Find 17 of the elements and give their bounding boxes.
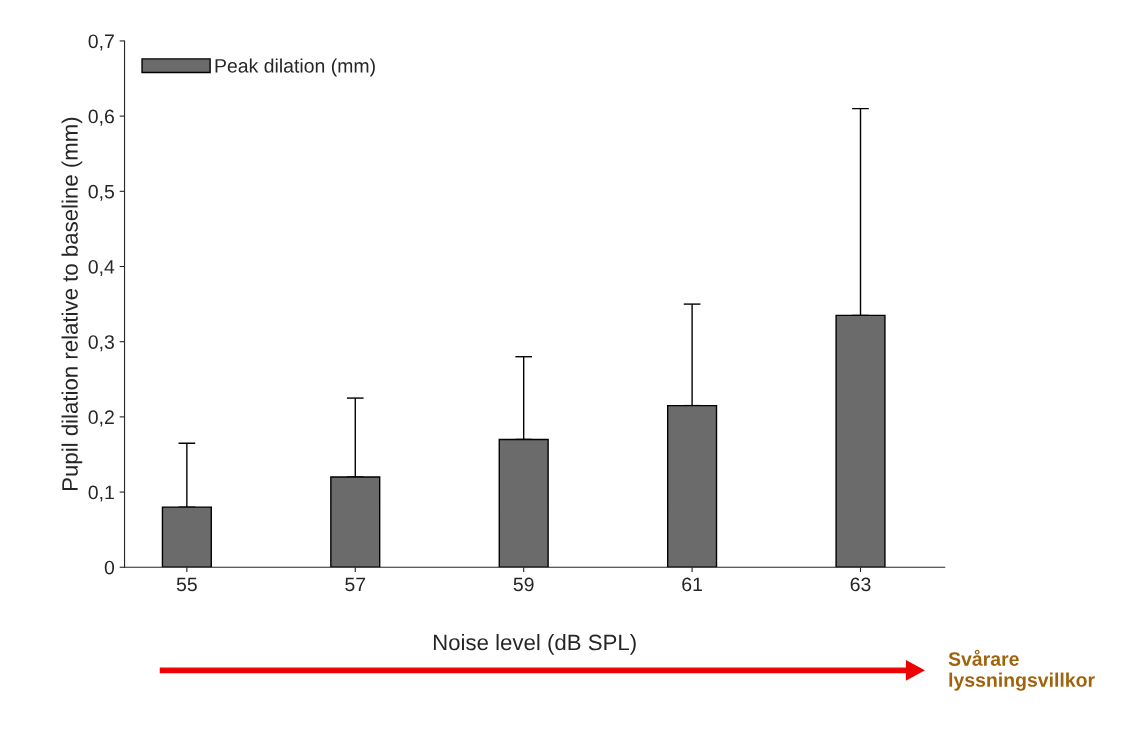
y-axis-title: Pupil dilation relative to baseline (mm) — [61, 117, 83, 490]
y-tick-label: 0 — [104, 560, 115, 575]
x-tick-label: 57 — [345, 577, 366, 592]
y-tick-label: 0,4 — [88, 259, 115, 277]
y-tick-label: 0,7 — [88, 34, 114, 51]
y-tick-label: 0,1 — [88, 485, 114, 502]
x-tick-label: 63 — [850, 577, 871, 592]
x-axis-title: Noise level (dB SPL) — [433, 633, 636, 655]
x-tick-label: 55 — [176, 577, 197, 592]
y-tick-label: 0,5 — [88, 184, 115, 201]
text: Svårare lyssningsvillkor — [948, 649, 1095, 691]
x-tick-label: 59 — [513, 577, 534, 592]
legend-label: Peak dilation (mm) — [215, 58, 375, 77]
y-tick-label: 0,3 — [88, 335, 114, 352]
x-tick-label: 61 — [682, 577, 702, 592]
y-tick-label: 0,2 — [88, 410, 114, 427]
y-tick-label: 0,6 — [88, 109, 114, 126]
